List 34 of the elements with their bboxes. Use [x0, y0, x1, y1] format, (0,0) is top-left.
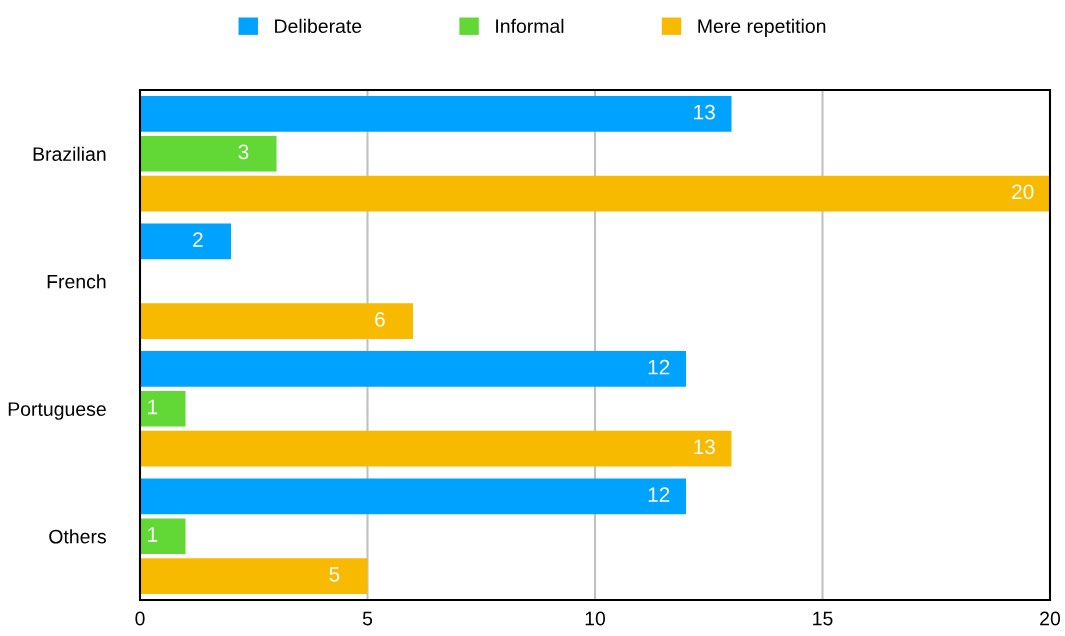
bar	[140, 223, 231, 260]
x-tick-label: 10	[585, 611, 606, 626]
bar	[140, 303, 413, 339]
data-label: 12	[648, 487, 670, 502]
legend-label: Deliberate	[275, 18, 362, 34]
data-label: 12	[648, 359, 670, 375]
bar	[140, 135, 277, 172]
x-tick-label: 0	[135, 611, 145, 626]
x-tick-label: 15	[813, 611, 833, 626]
bar	[140, 175, 1050, 212]
y-tick-label: Others	[49, 529, 106, 544]
data-label: 1	[148, 527, 158, 542]
data-label: 5	[329, 567, 340, 582]
data-label: 13	[694, 439, 715, 455]
x-tick-label: 5	[362, 611, 373, 626]
data-label: 20	[1012, 184, 1034, 200]
bar	[140, 351, 686, 387]
legend-label: Mere repetition	[698, 18, 826, 37]
bar	[140, 558, 368, 594]
y-tick-label: French	[47, 274, 106, 289]
data-label: 13	[694, 104, 715, 120]
legend-label: Informal	[496, 18, 564, 34]
bar	[140, 430, 732, 467]
bar	[140, 478, 686, 515]
data-label: 6	[375, 311, 385, 327]
x-tick-label: 20	[1040, 611, 1061, 626]
bar	[140, 518, 186, 555]
data-label: 1	[148, 399, 158, 415]
bar	[140, 96, 732, 132]
y-tick-label: Portuguese	[8, 402, 106, 420]
data-label: 2	[193, 232, 203, 247]
data-label: 3	[238, 144, 249, 160]
y-tick-label: Brazilian	[33, 146, 106, 161]
bar	[140, 390, 186, 427]
